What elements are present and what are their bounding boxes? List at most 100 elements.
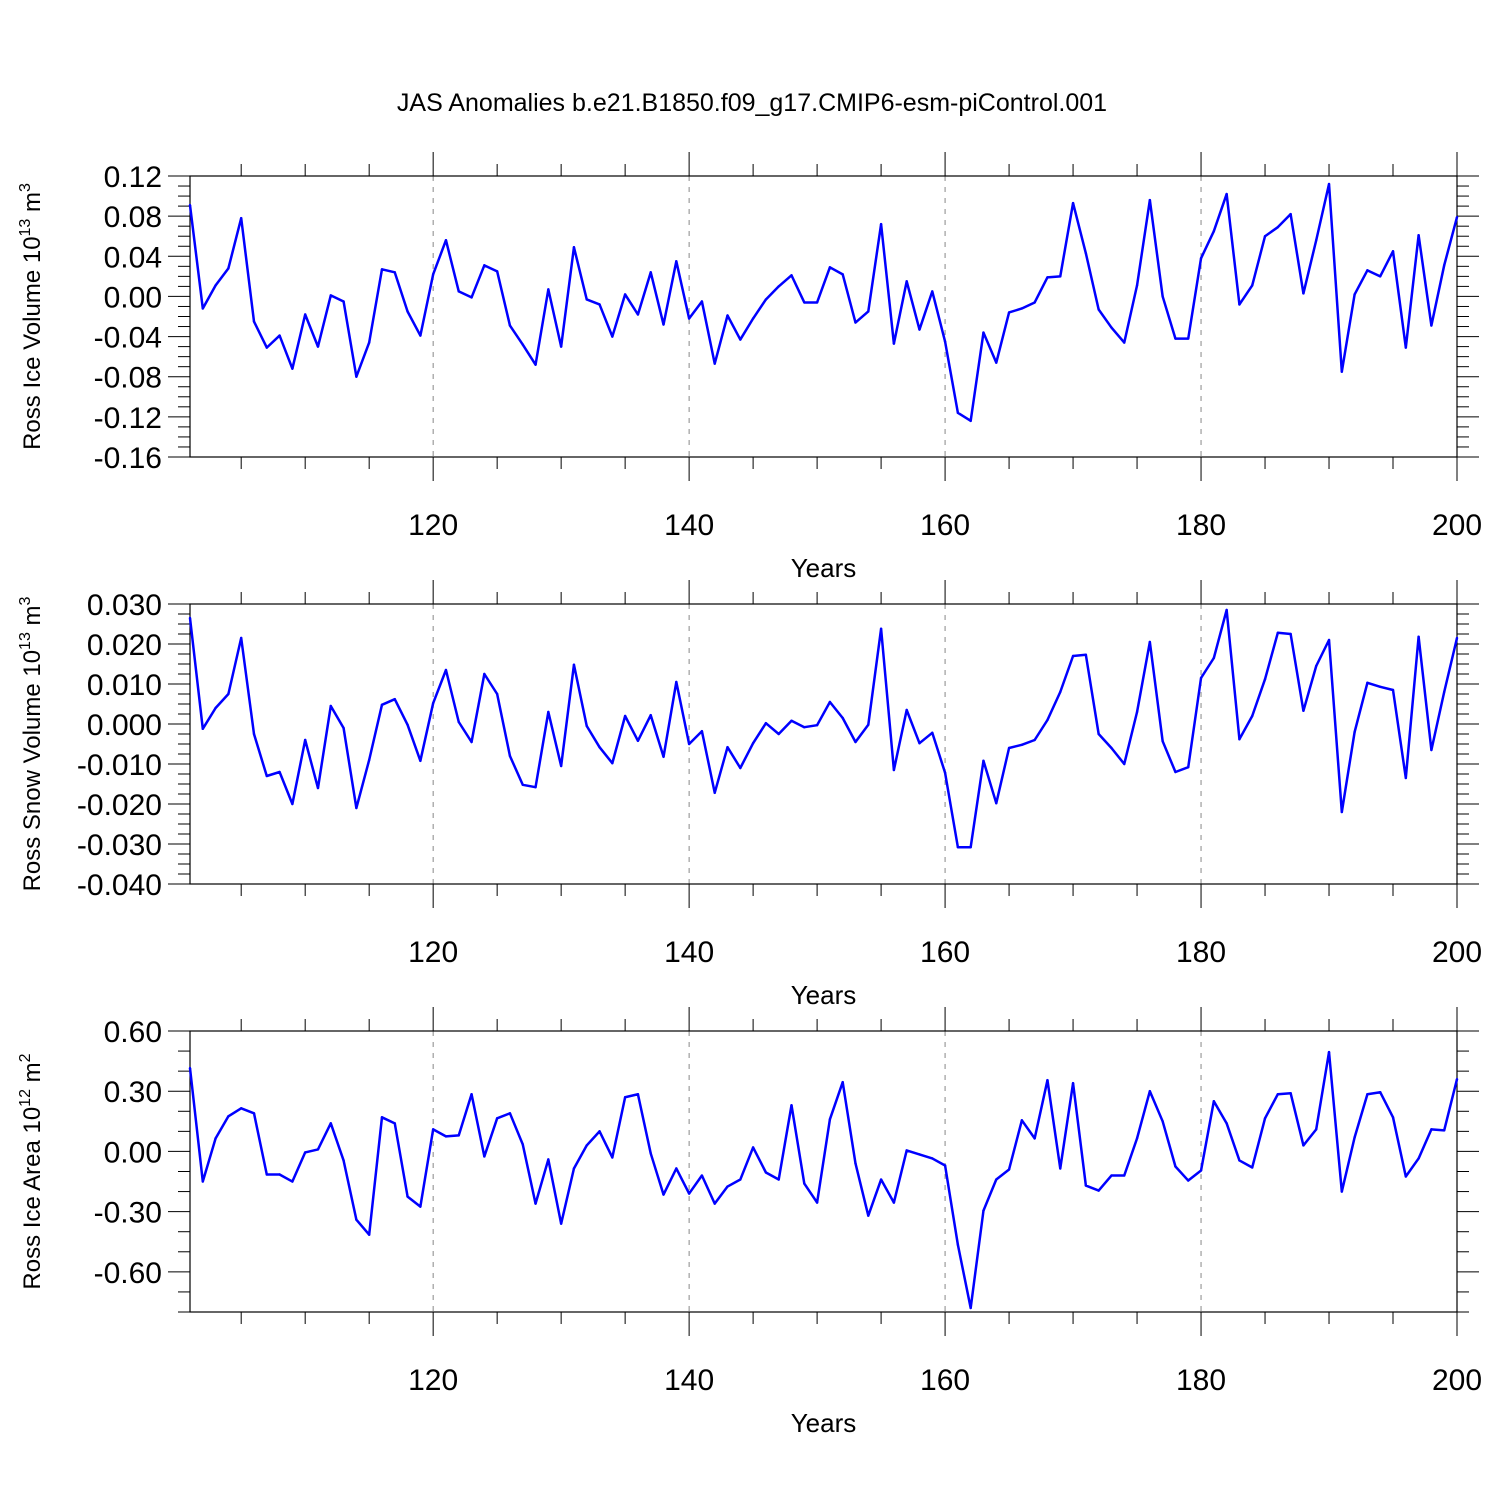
x-axis-label: Years xyxy=(791,1408,857,1438)
data-point xyxy=(547,1158,550,1161)
data-point xyxy=(585,724,588,728)
data-point xyxy=(444,668,448,672)
data-point xyxy=(713,791,716,794)
data-point xyxy=(1033,301,1036,304)
data-point xyxy=(1174,337,1177,340)
y-axis-label: Ross Snow Volume 1013 m3 xyxy=(17,596,46,891)
data-point xyxy=(867,310,870,313)
y-tick-label: -0.020 xyxy=(77,789,162,822)
data-point xyxy=(444,1135,448,1138)
data-point xyxy=(1084,252,1088,255)
data-point xyxy=(1238,1159,1241,1162)
data-point xyxy=(1199,1169,1203,1172)
y-tick-label: -0.12 xyxy=(94,402,162,435)
data-point xyxy=(329,1122,332,1125)
data-point xyxy=(534,363,537,366)
data-point xyxy=(649,271,652,274)
data-point xyxy=(687,1192,691,1195)
y-tick-label: 0.010 xyxy=(87,669,162,702)
data-point xyxy=(508,754,512,758)
data-point xyxy=(457,290,460,293)
data-point xyxy=(1379,1091,1382,1094)
data-point xyxy=(636,1093,640,1096)
data-point xyxy=(1212,656,1216,660)
data-point xyxy=(905,708,908,712)
data-point xyxy=(1007,746,1011,750)
data-point xyxy=(367,758,371,762)
x-tick-label: 120 xyxy=(408,1364,458,1397)
data-point xyxy=(1251,1166,1254,1169)
data-point xyxy=(1161,1120,1164,1123)
data-point xyxy=(483,672,486,676)
data-point xyxy=(342,300,345,303)
x-tick-label: 120 xyxy=(408,509,458,542)
data-point xyxy=(1097,1189,1100,1192)
data-point xyxy=(355,1218,358,1221)
data-point xyxy=(1059,690,1062,694)
data-point xyxy=(495,1117,499,1120)
data-point xyxy=(483,1155,486,1158)
data-point xyxy=(1225,1122,1228,1125)
y-tick-label: 0.020 xyxy=(87,629,162,662)
data-point xyxy=(201,1180,204,1183)
data-point xyxy=(278,1173,281,1176)
data-point xyxy=(419,1205,422,1208)
data-point xyxy=(700,1174,704,1177)
y-tick-label: 0.08 xyxy=(104,201,162,234)
data-point xyxy=(611,1156,614,1159)
data-point xyxy=(1135,710,1139,714)
y-tick-label: 0.00 xyxy=(104,281,162,314)
data-point xyxy=(815,1201,819,1204)
data-point xyxy=(265,774,268,778)
data-point xyxy=(943,771,947,774)
data-point xyxy=(1302,292,1305,295)
data-point xyxy=(1417,234,1420,237)
data-point xyxy=(303,738,307,742)
data-point xyxy=(892,342,896,345)
data-point xyxy=(1443,690,1446,694)
data-point xyxy=(879,627,883,630)
data-point xyxy=(380,703,384,706)
data-point xyxy=(1251,284,1254,287)
data-point xyxy=(1289,212,1292,216)
data-point xyxy=(1276,631,1280,634)
y-axis-label-unit-exponent: 3 xyxy=(17,596,34,605)
y-tick-label: 0.000 xyxy=(87,709,162,742)
data-point xyxy=(598,746,601,749)
data-point xyxy=(803,301,806,304)
data-point xyxy=(252,1112,256,1115)
data-point xyxy=(943,340,947,343)
data-point xyxy=(803,1182,806,1185)
data-point xyxy=(265,346,268,349)
data-point xyxy=(1315,664,1318,668)
data-point xyxy=(393,271,396,274)
data-point xyxy=(1417,1157,1420,1160)
data-point xyxy=(367,1233,371,1236)
data-point xyxy=(918,742,921,745)
data-point xyxy=(713,362,716,365)
data-point xyxy=(1110,1174,1113,1177)
data-point xyxy=(252,732,256,736)
data-point xyxy=(393,1122,396,1125)
data-point xyxy=(1391,250,1395,253)
data-point xyxy=(367,341,371,344)
data-point xyxy=(1059,1167,1062,1170)
data-point xyxy=(1404,1175,1408,1178)
data-point xyxy=(1340,370,1344,373)
data-point xyxy=(457,720,460,724)
x-tick-label: 180 xyxy=(1176,509,1226,542)
data-point xyxy=(1353,1136,1356,1139)
series-line xyxy=(188,608,1459,849)
data-point xyxy=(956,1243,960,1246)
data-point xyxy=(969,419,972,423)
y-tick-label: -0.16 xyxy=(94,442,162,475)
data-point xyxy=(1327,182,1331,186)
data-point xyxy=(1007,1168,1011,1171)
data-point xyxy=(1161,740,1164,743)
data-point xyxy=(726,314,729,317)
data-point xyxy=(777,732,780,736)
y-tick-label: -0.04 xyxy=(94,322,162,355)
data-point xyxy=(431,273,435,276)
data-point xyxy=(406,1195,409,1198)
